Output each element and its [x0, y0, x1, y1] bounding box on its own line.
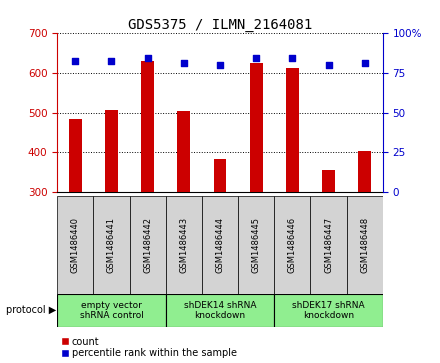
Text: protocol ▶: protocol ▶ — [6, 305, 56, 315]
Bar — [322, 170, 335, 192]
Text: GSM1486443: GSM1486443 — [180, 217, 188, 273]
Bar — [238, 196, 274, 294]
Text: GSM1486445: GSM1486445 — [252, 217, 260, 273]
Bar — [141, 61, 154, 192]
Bar — [214, 159, 226, 192]
Point — [361, 60, 368, 66]
Point — [72, 58, 79, 64]
Legend: count, percentile rank within the sample: count, percentile rank within the sample — [62, 337, 237, 358]
Bar — [166, 294, 274, 327]
Bar — [359, 151, 371, 192]
Bar — [57, 294, 166, 327]
Text: GSM1486444: GSM1486444 — [216, 217, 224, 273]
Bar — [286, 68, 299, 192]
Bar — [274, 294, 383, 327]
Bar — [57, 196, 93, 294]
Point — [180, 60, 187, 66]
Bar — [202, 196, 238, 294]
Point — [108, 58, 115, 64]
Text: shDEK17 shRNA
knockdown: shDEK17 shRNA knockdown — [292, 301, 365, 320]
Point — [144, 55, 151, 61]
Point — [216, 62, 224, 68]
Text: GSM1486447: GSM1486447 — [324, 217, 333, 273]
Point — [325, 62, 332, 68]
Bar — [347, 196, 383, 294]
Bar — [250, 62, 263, 192]
Bar — [274, 196, 311, 294]
Text: empty vector
shRNA control: empty vector shRNA control — [80, 301, 143, 320]
Bar — [105, 110, 118, 192]
Text: GSM1486442: GSM1486442 — [143, 217, 152, 273]
Point — [253, 55, 260, 61]
Bar — [177, 111, 190, 192]
Bar — [129, 196, 166, 294]
Text: GSM1486440: GSM1486440 — [71, 217, 80, 273]
Bar — [93, 196, 129, 294]
Point — [289, 55, 296, 61]
Text: shDEK14 shRNA
knockdown: shDEK14 shRNA knockdown — [184, 301, 256, 320]
Bar — [166, 196, 202, 294]
Text: GSM1486446: GSM1486446 — [288, 217, 297, 273]
Bar — [311, 196, 347, 294]
Text: GSM1486441: GSM1486441 — [107, 217, 116, 273]
Text: GSM1486448: GSM1486448 — [360, 217, 369, 273]
Bar — [69, 119, 82, 192]
Title: GDS5375 / ILMN_2164081: GDS5375 / ILMN_2164081 — [128, 18, 312, 32]
